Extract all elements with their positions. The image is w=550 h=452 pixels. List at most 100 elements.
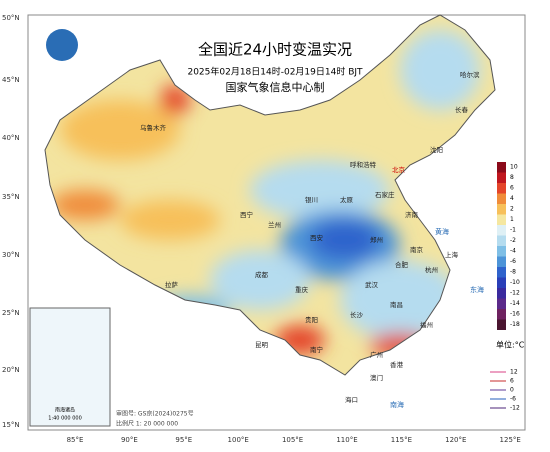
legend-swatch <box>497 235 506 246</box>
inset-label: 南海诸岛 <box>55 407 75 414</box>
lon-label: 95°E <box>175 436 192 444</box>
city-label: 长沙 <box>350 310 364 319</box>
legend-swatch <box>497 162 506 173</box>
city-label: 澳门 <box>370 373 383 382</box>
legend-label: -18 <box>510 321 520 328</box>
lon-label: 110°E <box>336 436 357 444</box>
lat-label: 25°N <box>2 309 20 317</box>
legend-swatch <box>497 319 506 330</box>
legend-label: -12 <box>510 290 520 297</box>
city-label: 太原 <box>340 195 354 204</box>
city-label: 昆明 <box>255 341 269 349</box>
lat-label: 20°N <box>2 366 20 374</box>
scale: 比例尺 1: 20 000 000 <box>116 420 178 428</box>
legend-swatch <box>497 277 506 288</box>
city-label: 福州 <box>420 320 433 329</box>
lon-label: 105°E <box>282 436 303 444</box>
lat-label: 50°N <box>2 14 20 22</box>
title: 全国近24小时变温实况 <box>198 41 352 59</box>
legend-label: -8 <box>510 269 516 276</box>
legend-swatch <box>497 246 506 257</box>
city-label: 呼和浩特 <box>350 160 377 169</box>
legend-label: 1 <box>510 216 514 223</box>
legend-swatch <box>497 256 506 267</box>
review-no: 审图号: GS京(2024)0275号 <box>116 410 194 418</box>
city-label: 长春 <box>455 105 469 114</box>
inset-scale: 1:40 000 000 <box>48 416 82 422</box>
legend-label: -10 <box>510 279 520 286</box>
lon-label: 85°E <box>67 436 84 444</box>
legend-swatch <box>497 193 506 204</box>
legend-swatch <box>497 214 506 225</box>
line-legend-label: 6 <box>510 378 514 385</box>
legend-label: -6 <box>510 258 516 265</box>
lat-label: 45°N <box>2 76 20 84</box>
legend-label: -4 <box>510 248 516 255</box>
legend-label: -2 <box>510 237 516 244</box>
legend-swatch <box>497 172 506 183</box>
line-legend-label: 0 <box>510 387 514 394</box>
line-legend-label: -6 <box>510 396 516 403</box>
lon-label: 115°E <box>391 436 412 444</box>
city-label: 西宁 <box>240 210 254 219</box>
legend-swatch <box>497 267 506 278</box>
sea-label: 黄海 <box>435 227 449 236</box>
legend-label: 10 <box>510 164 518 171</box>
city-label: 杭州 <box>425 265 438 274</box>
city-label: 南京 <box>410 245 424 254</box>
city-label: 北京 <box>392 165 406 174</box>
legend-label: -16 <box>510 311 520 318</box>
legend-swatch <box>497 183 506 194</box>
legend-swatch <box>497 309 506 320</box>
legend-swatch <box>497 288 506 299</box>
city-label: 香港 <box>390 360 404 369</box>
lat-label: 40°N <box>2 134 20 142</box>
lat-label: 15°N <box>2 421 20 429</box>
line-legend-label: -12 <box>510 405 520 412</box>
city-label: 贵阳 <box>305 315 318 324</box>
lon-label: 125°E <box>500 436 521 444</box>
city-label: 济南 <box>405 210 419 219</box>
city-label: 西安 <box>310 233 324 242</box>
lon-label: 100°E <box>228 436 249 444</box>
city-label: 海口 <box>345 395 358 404</box>
city-label: 南宁 <box>310 345 324 354</box>
sea-label: 东海 <box>470 285 484 294</box>
legend-label: -1 <box>510 227 516 234</box>
city-label: 成都 <box>255 270 269 279</box>
city-label: 哈尔滨 <box>460 70 480 79</box>
legend-label: 6 <box>510 185 514 192</box>
legend-swatch <box>497 225 506 236</box>
line-legend-label: 12 <box>510 369 518 376</box>
city-label: 沈阳 <box>430 145 443 154</box>
inset <box>29 307 111 427</box>
city-label: 郑州 <box>370 236 383 244</box>
subtitle: 2025年02月18日14时-02月19日14时 BJT <box>187 66 363 78</box>
lon-label: 120°E <box>445 436 466 444</box>
city-label: 合肥 <box>395 260 409 269</box>
legend-label: -14 <box>510 300 520 307</box>
legend-swatch <box>497 298 506 309</box>
city-label: 重庆 <box>295 285 309 294</box>
city-label: 兰州 <box>268 220 281 229</box>
legend-unit: 单位:°C <box>496 340 525 350</box>
logo <box>46 29 78 61</box>
lat-label: 35°N <box>2 193 20 201</box>
legend-label: 4 <box>510 195 514 202</box>
lat-label: 30°N <box>2 251 20 259</box>
city-label: 南昌 <box>390 300 403 309</box>
agency: 国家气象信息中心制 <box>226 80 325 94</box>
city-label: 广州 <box>370 350 383 359</box>
sea-label: 南海 <box>390 400 404 409</box>
city-label: 上海 <box>445 250 459 259</box>
legend-label: 2 <box>510 206 514 213</box>
city-label: 乌鲁木齐 <box>140 123 167 132</box>
lon-label: 90°E <box>121 436 138 444</box>
city-label: 银川 <box>305 195 318 204</box>
legend-label: 8 <box>510 174 514 181</box>
city-label: 武汉 <box>365 280 379 289</box>
city-label: 拉萨 <box>165 280 179 289</box>
city-label: 石家庄 <box>375 190 395 199</box>
legend-swatch <box>497 204 506 215</box>
